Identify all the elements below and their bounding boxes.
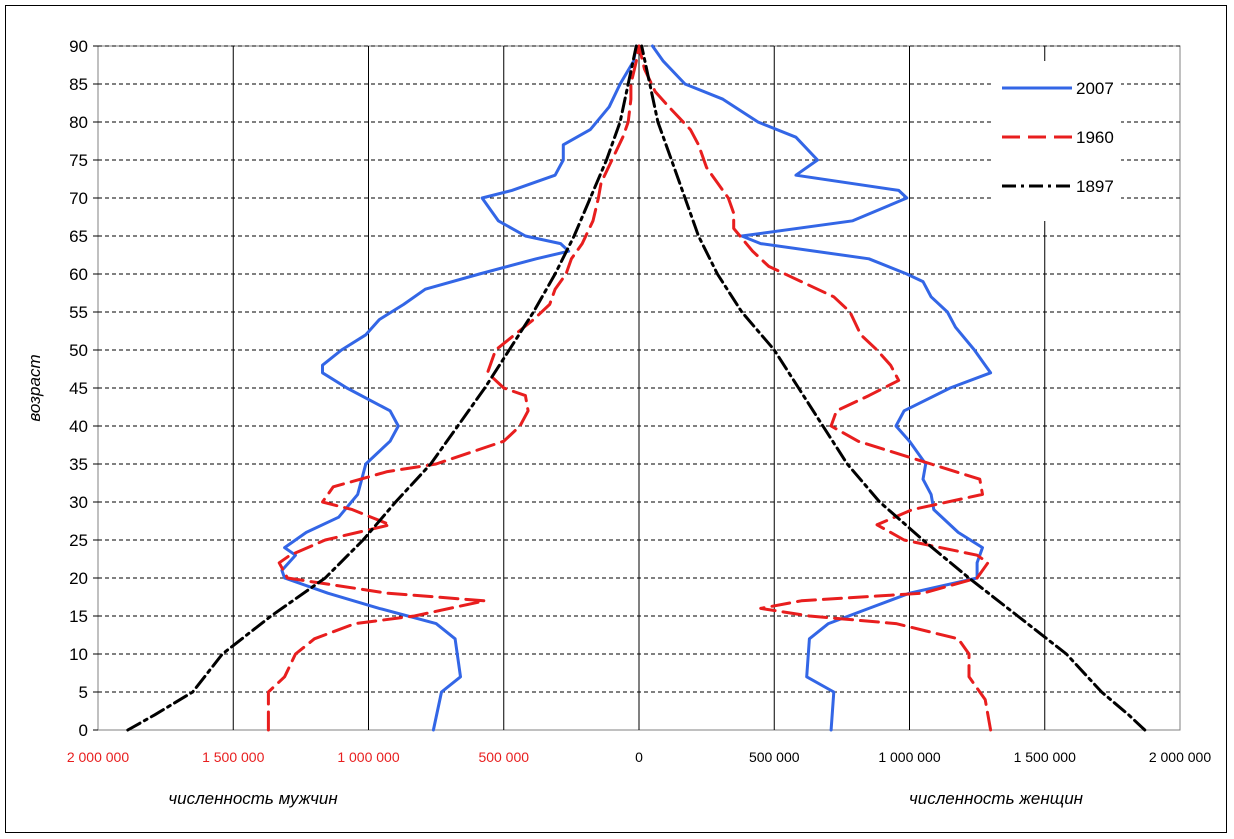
legend-label-1897: 1897	[1076, 177, 1114, 196]
series-line-1960-male	[266, 44, 641, 732]
y-tick-label: 50	[69, 341, 88, 360]
x-tick-label: 2 000 000	[1149, 749, 1211, 765]
y-tick-label: 5	[79, 683, 88, 702]
legend: 2007 1960 1897	[991, 61, 1121, 221]
x-tick-label: 2 000 000	[67, 749, 129, 765]
x-tick-label: 0	[635, 749, 643, 765]
y-tick-label: 45	[69, 379, 88, 398]
series-line-2007-male	[280, 44, 638, 732]
legend-label-1960: 1960	[1076, 128, 1114, 147]
y-tick-label: 80	[69, 113, 88, 132]
series-line-1960-female	[637, 44, 993, 732]
x-tick-label: 500 000	[478, 749, 529, 765]
x-axis-title-male: численность мужчин	[168, 789, 338, 808]
x-tick-label: 500 000	[749, 749, 800, 765]
y-tick-label: 90	[69, 37, 88, 56]
y-tick-label: 55	[69, 303, 88, 322]
y-tick-label: 20	[69, 569, 88, 588]
y-axis-title: возраст	[25, 354, 44, 421]
y-tick-label: 85	[69, 75, 88, 94]
y-tick-label: 10	[69, 645, 88, 664]
series-line-1897-female	[640, 44, 1147, 732]
x-tick-label: 1 500 000	[1014, 749, 1076, 765]
legend-label-2007: 2007	[1076, 79, 1114, 98]
y-tick-label: 40	[69, 417, 88, 436]
x-axis-ticks: 2 000 000 1 500 000 1 000 000 500 000 0 500 0…	[67, 749, 1211, 765]
x-tick-label: 1 000 000	[337, 749, 399, 765]
y-tick-label: 60	[69, 265, 88, 284]
y-tick-label: 75	[69, 151, 88, 170]
series-lines	[126, 44, 1147, 732]
y-tick-label: 25	[69, 531, 88, 550]
population-pyramid-chart: 0 5 10 15 20 25 30 35 40 45 50 55 60 65 70 75 80 85 90 2 0…	[25, 37, 1211, 808]
series-line-1897-male	[126, 44, 638, 732]
x-tick-label: 1 500 000	[202, 749, 264, 765]
y-tick-label: 35	[69, 455, 88, 474]
x-axis-title-female: численность женщин	[909, 789, 1084, 808]
chart-frame: 0 5 10 15 20 25 30 35 40 45 50 55 60 65 70 75 80 85 90 2 0…	[5, 5, 1227, 833]
y-tick-label: 70	[69, 189, 88, 208]
x-tick-label: 1 000 000	[878, 749, 940, 765]
y-tick-label: 30	[69, 493, 88, 512]
y-tick-label: 0	[79, 721, 88, 740]
y-tick-label: 15	[69, 607, 88, 626]
y-axis-ticks: 0 5 10 15 20 25 30 35 40 45 50 55 60 65 70 75 80 85 90	[69, 37, 98, 740]
y-tick-label: 65	[69, 227, 88, 246]
